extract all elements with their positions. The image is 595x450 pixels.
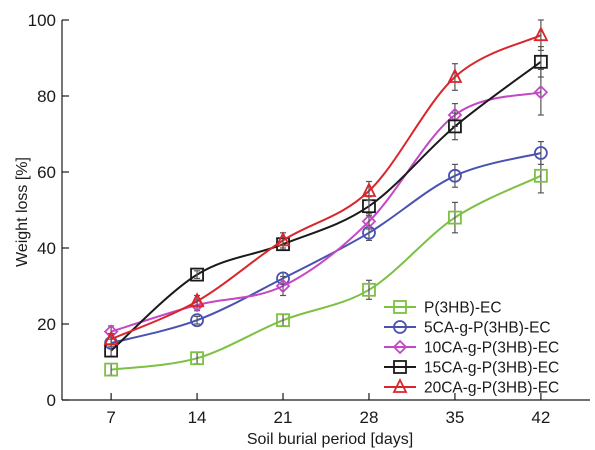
y-tick-label: 80	[37, 87, 56, 106]
x-tick-label: 28	[360, 408, 379, 427]
y-tick-label: 100	[28, 11, 56, 30]
series-line	[110, 174, 542, 371]
x-tick-label: 14	[188, 408, 207, 427]
legend-label: 10CA-g-P(3HB)-EC	[424, 340, 559, 357]
series-line	[110, 34, 542, 341]
data-point	[361, 214, 377, 229]
series-1	[104, 158, 548, 377]
data-point	[190, 267, 204, 282]
y-tick-label: 40	[37, 239, 56, 258]
axis-titles: Soil burial period [days] Weight loss [%…	[14, 157, 413, 448]
data-point	[533, 26, 549, 42]
legend-item: 20CA-g-P(3HB)-EC	[384, 377, 559, 397]
legend: P(3HB)-EC 5CA-g-P(3HB)-EC 10CA-g-P(3HB)-EC…	[384, 300, 559, 397]
x-tick-label: 35	[445, 408, 464, 427]
data-point	[275, 278, 291, 294]
plot-area	[103, 19, 549, 377]
data-point	[447, 67, 463, 83]
data-point	[448, 210, 462, 225]
series-2	[104, 141, 548, 350]
y-tick-label: 60	[37, 163, 56, 182]
x-axis-title: Soil burial period [days]	[247, 431, 413, 448]
data-point	[448, 168, 462, 183]
data-point	[362, 282, 376, 297]
data-point	[190, 313, 204, 328]
data-point	[276, 313, 290, 328]
data-point	[533, 146, 548, 160]
legend-item: P(3HB)-EC	[384, 300, 502, 317]
data-point	[361, 181, 377, 197]
legend-label: 15CA-g-P(3HB)-EC	[424, 360, 559, 377]
data-point	[189, 292, 205, 308]
y-axis-title: Weight loss [%]	[14, 157, 31, 267]
data-point	[533, 54, 548, 69]
legend-item: 15CA-g-P(3HB)-EC	[384, 360, 559, 377]
x-tick-label: 21	[274, 408, 293, 427]
series-line	[110, 152, 542, 344]
legend-marker	[393, 320, 407, 334]
data-point	[448, 119, 462, 134]
y-tick-label: 0	[47, 391, 56, 410]
series-5	[103, 19, 549, 346]
x-tick-label: 7	[106, 408, 115, 427]
data-point	[533, 168, 548, 183]
legend-item: 10CA-g-P(3HB)-EC	[384, 340, 559, 357]
legend-label: 20CA-g-P(3HB)-EC	[424, 380, 559, 397]
axes: 0 20 40 60 80 100 7 14 21 28 35 42	[28, 11, 590, 427]
legend-marker	[392, 339, 408, 355]
series-line	[110, 61, 542, 352]
x-tick-label: 42	[531, 408, 550, 427]
data-point	[533, 84, 549, 100]
data-point	[275, 231, 291, 247]
legend-marker	[393, 300, 407, 314]
series-line	[110, 91, 542, 333]
legend-marker	[393, 360, 407, 374]
data-point	[104, 362, 119, 377]
legend-marker	[392, 377, 408, 393]
data-point	[190, 351, 204, 366]
legend-label: P(3HB)-EC	[424, 300, 502, 317]
legend-label: 5CA-g-P(3HB)-EC	[424, 320, 551, 337]
y-tick-label: 20	[37, 315, 56, 334]
legend-item: 5CA-g-P(3HB)-EC	[384, 320, 551, 337]
data-point	[103, 330, 119, 346]
